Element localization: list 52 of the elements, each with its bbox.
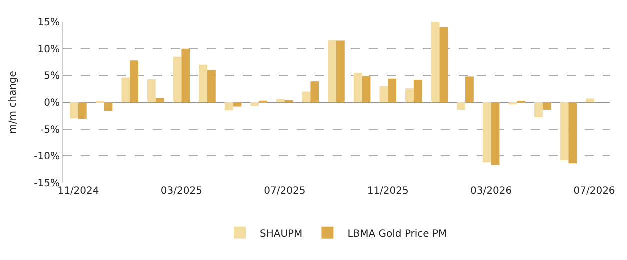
bar	[362, 76, 371, 102]
bar	[78, 102, 87, 120]
bar	[182, 48, 190, 102]
x-tick-label: 07/2025	[264, 186, 306, 197]
bar	[130, 60, 138, 102]
legend-label: LBMA Gold Price PM	[348, 228, 448, 240]
bar	[586, 98, 595, 102]
bar	[70, 102, 78, 119]
bar	[328, 40, 336, 102]
bar	[534, 102, 543, 118]
x-tick-label: 03/2026	[470, 186, 512, 197]
x-tick-label: 07/2026	[574, 186, 616, 197]
bar	[560, 102, 569, 160]
bar	[542, 102, 552, 110]
bar	[440, 27, 448, 102]
y-tick-label: 5%	[44, 71, 60, 82]
x-tick-label: 11/2024	[58, 186, 100, 197]
y-axis-title: m/m change	[8, 71, 20, 134]
x-tick-label: 11/2025	[367, 186, 409, 197]
y-tick-label: 10%	[38, 44, 60, 56]
bar	[207, 70, 216, 102]
bar	[302, 92, 311, 102]
bar	[122, 78, 130, 102]
y-tick-label: 0%	[44, 98, 60, 109]
bar	[173, 56, 182, 102]
bar	[491, 102, 500, 166]
bar	[406, 88, 414, 102]
y-tick-label: -15%	[34, 178, 60, 190]
bar	[156, 98, 164, 102]
bar	[199, 64, 208, 102]
bar	[380, 86, 388, 102]
bar	[336, 40, 345, 102]
bar	[233, 102, 242, 107]
bar	[224, 102, 234, 111]
bar	[414, 80, 422, 102]
bar	[310, 82, 320, 102]
legend-label: SHAUPM	[260, 228, 303, 240]
bar	[388, 78, 396, 102]
bar	[276, 99, 285, 102]
x-tick-label: 03/2025	[160, 186, 202, 197]
bar	[431, 22, 440, 102]
bar	[354, 72, 362, 102]
bar	[568, 102, 578, 164]
y-tick-label: 15%	[38, 18, 60, 28]
bar	[457, 102, 466, 110]
bar	[482, 102, 492, 163]
y-tick-label: -5%	[40, 124, 60, 136]
bar	[466, 76, 474, 102]
bar	[250, 102, 260, 106]
bar	[104, 102, 113, 112]
y-tick-label: -10%	[34, 152, 60, 163]
bar	[148, 79, 156, 102]
